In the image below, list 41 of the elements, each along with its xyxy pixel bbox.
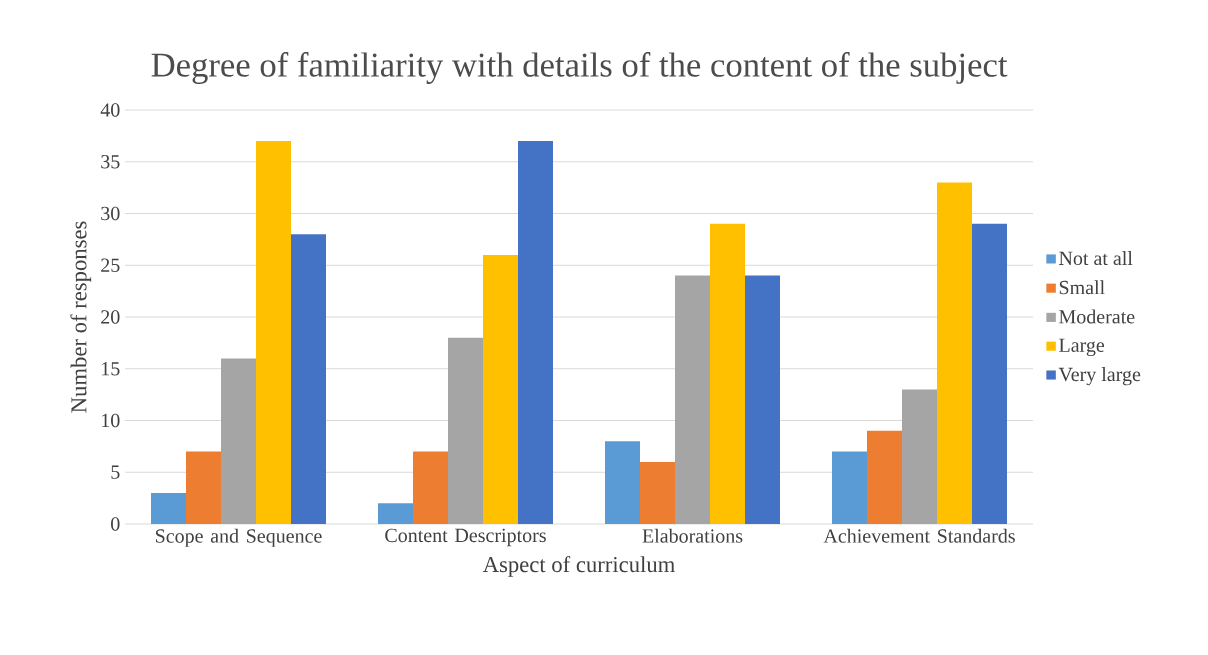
y-tick-label: 35 xyxy=(101,155,120,169)
y-tick-label: 40 xyxy=(100,103,120,117)
legend-label: Small xyxy=(1059,280,1105,295)
x-axis-title: Aspect of curriculum xyxy=(482,555,675,577)
legend-label: Not at all xyxy=(1059,251,1133,266)
bar xyxy=(186,451,221,524)
x-tick-label: Scope and Sequence xyxy=(155,528,322,547)
x-tick-label: Elaborations xyxy=(642,528,743,543)
bar xyxy=(832,451,867,524)
bar xyxy=(518,141,553,524)
y-tick-label: 5 xyxy=(111,465,120,479)
bar xyxy=(483,254,518,524)
bar xyxy=(710,223,745,524)
legend-label: Very large xyxy=(1058,367,1141,386)
bar xyxy=(972,223,1007,524)
y-axis-title: Number of responses xyxy=(70,221,92,413)
bar xyxy=(937,182,972,524)
legend-label: Large xyxy=(1059,338,1105,357)
x-tick-label: Achievement Standards xyxy=(823,528,1015,543)
bar xyxy=(605,441,640,524)
y-tick-label: 20 xyxy=(101,310,120,324)
bar xyxy=(291,234,327,524)
bar xyxy=(413,451,448,524)
y-tick-label: 15 xyxy=(102,362,120,376)
bar xyxy=(378,503,414,524)
bar xyxy=(902,389,937,524)
bar xyxy=(867,430,902,524)
y-tick-label: 25 xyxy=(101,258,120,272)
bar xyxy=(448,337,483,524)
y-tick-label: 0 xyxy=(111,517,120,531)
bar xyxy=(256,141,292,524)
bar xyxy=(221,358,257,524)
y-tick-label: 30 xyxy=(101,206,120,221)
legend-label: Moderate xyxy=(1059,309,1135,324)
y-tick-label: 10 xyxy=(102,413,120,428)
bar xyxy=(151,492,186,524)
x-tick-label: Content Descriptors xyxy=(385,528,546,547)
chart-title: Degree of familiarity with details of the content of the subject xyxy=(151,52,1008,84)
bar xyxy=(745,275,780,524)
bar xyxy=(675,275,710,524)
bar xyxy=(640,461,675,524)
